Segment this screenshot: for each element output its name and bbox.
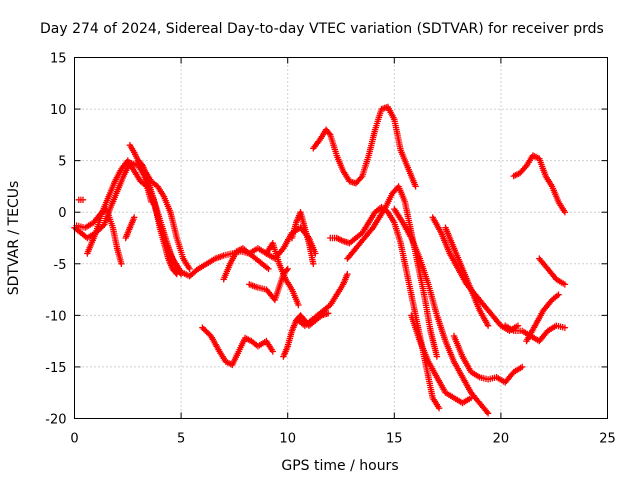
x-tick-label: 5 bbox=[177, 432, 185, 447]
series-14 bbox=[288, 209, 317, 267]
y-tick-label: -10 bbox=[45, 309, 66, 324]
x-axis-label: GPS time / hours bbox=[281, 458, 398, 474]
series-10 bbox=[220, 245, 272, 283]
series-19 bbox=[391, 205, 492, 417]
series-markers bbox=[510, 152, 569, 216]
series-markers bbox=[536, 255, 569, 288]
y-tick-label: -5 bbox=[54, 258, 67, 273]
x-tick-label: 20 bbox=[493, 432, 510, 447]
series-22 bbox=[442, 224, 492, 329]
series-markers bbox=[523, 291, 562, 345]
series-20 bbox=[408, 312, 475, 407]
series-markers bbox=[263, 240, 302, 309]
series-27 bbox=[523, 291, 562, 345]
series-8 bbox=[122, 214, 138, 242]
series-markers bbox=[310, 103, 419, 190]
series-23 bbox=[450, 332, 526, 386]
series-markers bbox=[122, 214, 138, 242]
series-markers bbox=[442, 224, 492, 329]
x-tick-label: 0 bbox=[70, 432, 78, 447]
series-markers bbox=[391, 205, 492, 417]
data-markers bbox=[71, 103, 569, 417]
series-15 bbox=[295, 270, 351, 329]
series-26 bbox=[536, 255, 569, 288]
series-markers bbox=[199, 324, 276, 369]
series-24 bbox=[510, 152, 569, 216]
series-2 bbox=[73, 205, 125, 267]
series-markers bbox=[450, 332, 526, 386]
x-tick-label: 10 bbox=[279, 432, 296, 447]
series-markers bbox=[73, 205, 125, 267]
series-markers bbox=[408, 312, 475, 407]
y-tick-label: 5 bbox=[58, 155, 66, 170]
series-9 bbox=[199, 324, 276, 369]
y-axis-label: SDTVAR / TECUs bbox=[6, 181, 22, 296]
series-markers bbox=[220, 245, 272, 283]
y-tick-label: 0 bbox=[58, 206, 66, 221]
axis-ticks: 0 5 10 15 20 25 -20 -15 -10 -5 0 5 10 15 bbox=[45, 52, 616, 447]
series-13 bbox=[263, 240, 302, 309]
series-markers bbox=[295, 270, 351, 329]
series-7 bbox=[141, 167, 193, 273]
series-21 bbox=[429, 214, 522, 334]
plot-frame bbox=[74, 57, 608, 419]
series-markers bbox=[288, 209, 317, 267]
x-tick-label: 25 bbox=[599, 432, 616, 447]
y-tick-label: 15 bbox=[50, 52, 67, 67]
y-tick-label: 10 bbox=[50, 103, 67, 118]
series-3 bbox=[75, 196, 87, 203]
y-tick-label: -20 bbox=[45, 413, 66, 428]
x-tick-label: 15 bbox=[386, 432, 403, 447]
y-tick-label: -15 bbox=[45, 361, 66, 376]
series-markers bbox=[141, 167, 193, 273]
series-markers bbox=[75, 196, 87, 203]
chart-title: Day 274 of 2024, Sidereal Day-to-day VTE… bbox=[40, 21, 604, 37]
series-markers bbox=[429, 214, 522, 334]
series-16 bbox=[310, 103, 419, 190]
